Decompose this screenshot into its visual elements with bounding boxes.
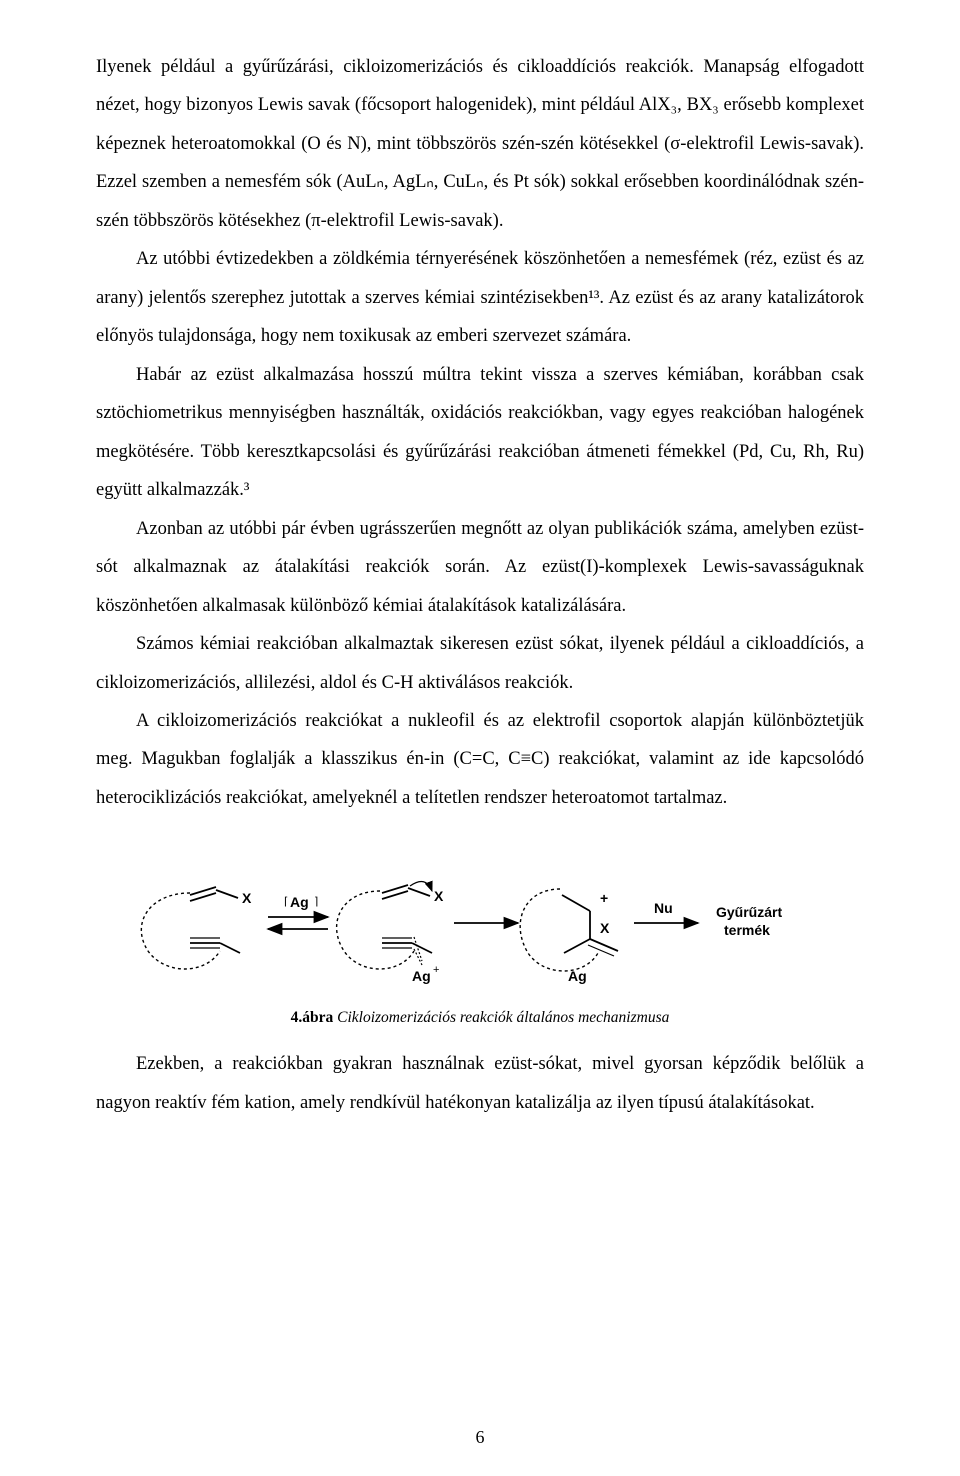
paragraph-4: Azonban az utóbbi pár évben ugrásszerűen… [96, 510, 864, 625]
page-container: Ilyenek például a gyűrűzárási, cikloizom… [0, 0, 960, 1476]
label-x2: X [434, 888, 444, 904]
paragraph-3: Habár az ezüst alkalmazása hosszú múltra… [96, 356, 864, 510]
caption-rest: Cikloizomerizációs reakciók általános me… [333, 1009, 669, 1026]
product-line1: Gyűrűzárt [716, 904, 782, 920]
page-number: 6 [0, 1427, 960, 1448]
label-plus-cation: + [600, 890, 608, 906]
figure-4: X ⌈ Ag ⌉ X [120, 853, 840, 1027]
label-x1: X [242, 890, 252, 906]
paragraph-1: Ilyenek például a gyűrűzárási, cikloizom… [96, 48, 864, 240]
paragraph-2: Az utóbbi évtizedekben a zöldkémia térny… [96, 240, 864, 355]
product-line2: termék [724, 922, 770, 938]
figure-caption: 4.ábra Cikloizomerizációs reakciók által… [120, 1009, 840, 1027]
label-nu: Nu [654, 900, 673, 916]
paragraph-7: Ezekben, a reakciókban gyakran használna… [96, 1045, 864, 1122]
scheme-svg: X ⌈ Ag ⌉ X [120, 853, 840, 1003]
label-ag-plus: Ag [412, 968, 431, 984]
label-ag-plus-sup: + [433, 964, 439, 976]
label-ag-right: Ag [568, 968, 587, 984]
paragraph-5: Számos kémiai reakcióban alkalmaztak sik… [96, 625, 864, 702]
svg-text:⌈: ⌈ [284, 896, 288, 908]
caption-bold: 4.ábra [291, 1009, 334, 1026]
label-ag-bracket: Ag [290, 894, 309, 910]
svg-text:⌉: ⌉ [314, 896, 318, 908]
label-x3: X [600, 920, 610, 936]
paragraph-6: A cikloizomerizációs reakciókat a nukleo… [96, 702, 864, 817]
